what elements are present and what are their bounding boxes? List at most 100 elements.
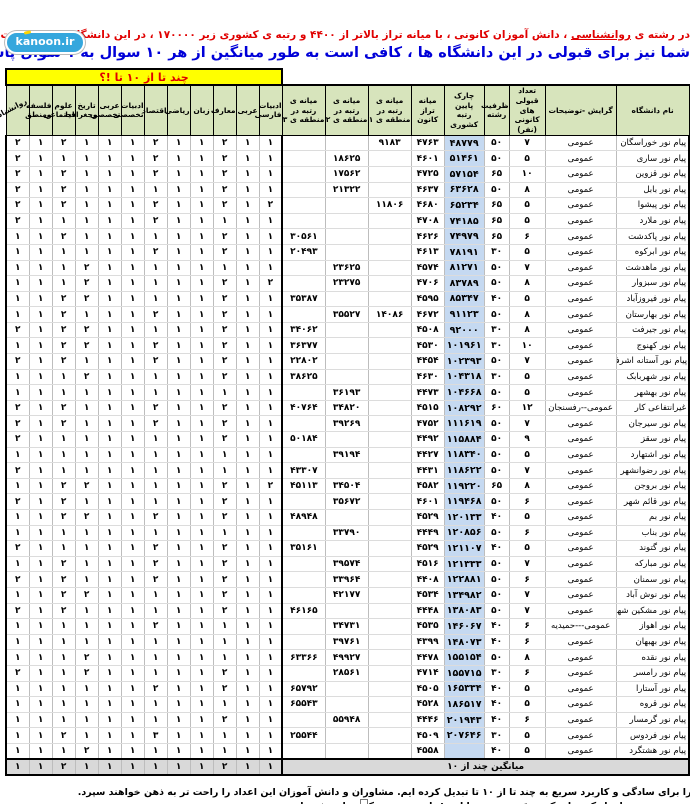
cell-median-score: ۴۵۹۵ xyxy=(410,290,445,308)
blank-header-space xyxy=(282,69,690,85)
cell-university-name: پیام نور شهربابک xyxy=(615,368,690,386)
cell-subject-5: ۱ xyxy=(143,181,168,199)
cell-subject-2: ۲ xyxy=(212,337,237,355)
cell-subject-5: ۲ xyxy=(143,134,168,152)
cell-subject-1: ۱ xyxy=(235,212,260,230)
cell-region3-rank: ۳۵۳۸۷ xyxy=(281,290,326,308)
cell-median-score: ۴۶۳۷ xyxy=(410,181,445,199)
cell-region2-rank xyxy=(324,337,369,355)
cell-admit-count: ۵ xyxy=(508,540,546,557)
col-header-capacity: ظرفیت رشته xyxy=(481,83,510,136)
cell-admit-count: ۶ xyxy=(508,493,546,510)
cell-subject-11: ۱ xyxy=(4,228,30,245)
cell-region1-rank xyxy=(367,337,412,355)
cell-quartile-national-rank: ۵۷۱۵۴ xyxy=(443,165,485,183)
cell-subject-2: ۲ xyxy=(212,415,237,433)
cell-subject-3: ۱ xyxy=(189,353,214,370)
cell-subject-2: ۲ xyxy=(212,586,237,604)
cell-capacity: ۳۰ xyxy=(483,243,510,261)
cell-subject-9: ۲ xyxy=(51,228,76,245)
cell-university-name: پیام نور بهارستان xyxy=(615,306,690,323)
cell-subject-5: ۱ xyxy=(143,228,168,245)
table-row: غیرانتفاعی کار عمومی--رفسنجان ۱۲ ۶۰ ۱۰۸۲۹۲ ۴۵… xyxy=(4,399,690,417)
cell-subject-3: ۱ xyxy=(189,586,214,604)
cell-university-name: پیام نور بابل xyxy=(615,181,690,199)
table-row: پیام نور هشتگرد عمومی ۵ ۴۰ ۴۵۵۸ ۱ ۱ ۱ ۱ ۱ ۱ ۱ ۱ ۲ ۱ ۱ ۱ xyxy=(4,742,690,760)
cell-subject-6: ۱ xyxy=(120,275,145,292)
average-subject-10: ۱ xyxy=(28,758,53,776)
cell-subject-10: ۱ xyxy=(28,649,53,666)
cell-subject-0: ۱ xyxy=(258,727,283,744)
cell-subject-7: ۱ xyxy=(97,571,122,588)
cell-subject-8: ۱ xyxy=(74,680,99,698)
cell-subject-10: ۱ xyxy=(28,337,53,355)
cell-subject-2: ۱ xyxy=(212,633,237,651)
cell-subject-9: ۱ xyxy=(51,618,76,635)
cell-subject-9: ۲ xyxy=(51,290,76,308)
cell-subject-1: ۱ xyxy=(235,540,260,557)
cell-subject-7: ۱ xyxy=(97,431,122,448)
table-row: پیام نور آستارا عمومی ۵ ۴۰ ۱۶۵۳۳۴ ۴۵۰۵ ۶۵۷۹۲ ۱ ۱… xyxy=(4,680,690,698)
cell-subject-11: ۱ xyxy=(4,275,30,292)
cell-subject-1: ۱ xyxy=(235,696,260,713)
footer-notes: درصدها را برای سادگی و کاربرد سریع به چن… xyxy=(78,786,690,804)
table-row: پیام نور رضوانشهر عمومی ۷ ۵۰ ۱۱۸۶۲۲ ۴۴۳۱ ۴۳۳۰۷… xyxy=(4,462,690,479)
cell-region3-rank: ۲۲۸۰۲ xyxy=(281,353,326,370)
cell-region2-rank: ۴۹۹۲۷ xyxy=(324,649,369,666)
cell-subject-0: ۱ xyxy=(258,602,283,620)
table-body: پیام نور خوراسگان عمومی ۷ ۵۰ ۴۸۷۷۹ ۴۷۶۳ ۹۱۸۳ ۱ ۱… xyxy=(4,134,690,776)
cell-subject-7: ۱ xyxy=(97,228,122,245)
cell-subject-4: ۱ xyxy=(166,197,191,214)
cell-subject-11: ۲ xyxy=(4,571,30,588)
cell-subject-4: ۱ xyxy=(166,337,191,355)
cell-major: عمومی xyxy=(544,633,617,651)
cell-subject-0: ۱ xyxy=(258,664,283,682)
cell-subject-5: ۲ xyxy=(143,197,168,214)
cell-region2-rank: ۱۷۵۶۲ xyxy=(324,165,369,183)
cell-subject-0: ۱ xyxy=(258,711,283,729)
cell-region1-rank xyxy=(367,742,412,760)
cell-subject-10: ۱ xyxy=(28,384,53,401)
cell-subject-3: ۱ xyxy=(189,446,214,464)
cell-university-name: پیام نور گتوند xyxy=(615,540,690,557)
cell-region1-rank xyxy=(367,555,412,573)
cell-subject-10: ۱ xyxy=(28,212,53,230)
cell-median-score: ۴۳۹۹ xyxy=(410,633,445,651)
cell-region1-rank xyxy=(367,696,412,713)
average-row: میانگین چند از ۱۰ ۱ ۱ ۲ ۱ ۱ ۱ ۱ ۱ ۱ ۲ ۱ ۱ xyxy=(4,758,690,776)
cell-quartile-national-rank: ۱۲۱۱۰۷ xyxy=(443,540,485,557)
cell-subject-5: ۲ xyxy=(143,415,168,433)
cell-subject-9: ۲ xyxy=(51,353,76,370)
cell-subject-7: ۱ xyxy=(97,134,122,152)
cell-region3-rank: ۴۳۳۰۷ xyxy=(281,462,326,479)
cell-region3-rank: ۵۰۱۸۴ xyxy=(281,431,326,448)
cell-subject-2: ۲ xyxy=(212,134,237,152)
cell-subject-11: ۱ xyxy=(4,633,30,651)
col-header-capacity-line2: رشته xyxy=(486,110,507,120)
cell-median-score: ۴۴۲۷ xyxy=(410,446,445,464)
cell-subject-6: ۱ xyxy=(120,290,145,308)
cell-admit-count: ۷ xyxy=(508,555,546,573)
cell-subject-8: ۱ xyxy=(74,415,99,433)
cell-admit-count: ۸ xyxy=(508,321,546,339)
cell-region3-rank xyxy=(281,134,326,152)
cell-subject-7: ۱ xyxy=(97,243,122,261)
cell-subject-11: ۲ xyxy=(4,540,30,557)
kanoon-logo[interactable]: kanoon.ir xyxy=(5,30,85,54)
cell-subject-11: ۲ xyxy=(4,134,30,152)
cell-quartile-national-rank: ۱۰۴۳۱۸ xyxy=(443,368,485,386)
cell-subject-9: ۱ xyxy=(51,696,76,713)
cell-region2-rank xyxy=(324,462,369,479)
cell-region2-rank: ۳۳۹۶۴ xyxy=(324,571,369,588)
cell-subject-2: ۱ xyxy=(212,446,237,464)
cell-subject-8: ۱ xyxy=(74,243,99,261)
col-header-subject-0: ادبیات فارسی xyxy=(255,83,283,136)
cell-subject-4: ۱ xyxy=(166,150,191,167)
cell-subject-8: ۱ xyxy=(74,384,99,401)
cell-university-name: پیام نور قزوین xyxy=(615,165,690,183)
cell-subject-10: ۱ xyxy=(28,415,53,433)
cell-region3-rank: ۶۵۷۹۲ xyxy=(281,680,326,698)
cell-subject-1: ۱ xyxy=(235,337,260,355)
cell-subject-9: ۲ xyxy=(51,602,76,620)
cell-subject-6: ۱ xyxy=(120,150,145,167)
